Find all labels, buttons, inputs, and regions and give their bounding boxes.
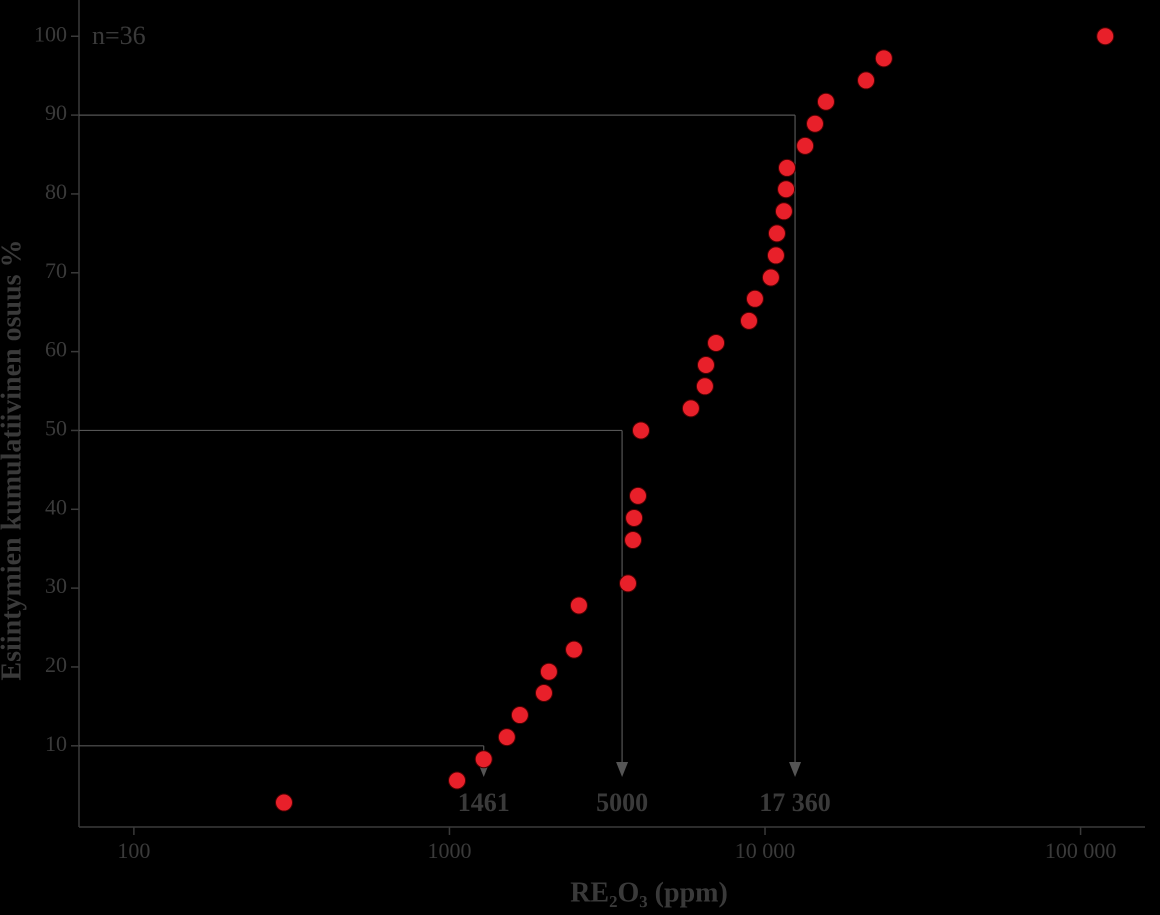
- y-tick-label: 80: [45, 179, 67, 204]
- data-point: [874, 49, 893, 68]
- y-axis-label: Esiintymien kumulatiivinen osuus %: [0, 239, 27, 680]
- data-point: [624, 531, 643, 550]
- y-tick-label: 10: [45, 731, 67, 756]
- data-point: [569, 596, 588, 615]
- data-point: [510, 706, 529, 725]
- data-point: [625, 508, 644, 527]
- data-point: [739, 311, 758, 330]
- reference-label: 1461: [458, 788, 510, 817]
- data-point: [497, 728, 516, 747]
- data-point: [681, 399, 700, 418]
- x-tick-label: 100 000: [1045, 838, 1117, 863]
- data-point: [857, 71, 876, 90]
- x-tick-label: 10 000: [735, 838, 796, 863]
- data-point: [774, 202, 793, 221]
- data-point: [805, 114, 824, 133]
- y-tick-label: 50: [45, 415, 67, 440]
- data-point: [707, 333, 726, 352]
- data-point: [766, 246, 785, 265]
- y-tick-label: 30: [45, 573, 67, 598]
- data-point: [539, 662, 558, 681]
- data-point: [631, 421, 650, 440]
- data-point: [695, 377, 714, 396]
- data-point: [816, 92, 835, 111]
- data-point: [534, 683, 553, 702]
- data-point: [628, 486, 647, 505]
- data-point: [1096, 27, 1115, 46]
- data-point: [745, 289, 764, 308]
- y-tick-label: 90: [45, 100, 67, 125]
- data-point: [761, 268, 780, 287]
- data-point: [777, 180, 796, 199]
- y-tick-label: 100: [34, 21, 67, 46]
- data-point: [796, 136, 815, 155]
- x-axis-label: RE₂O₃ (ppm): [570, 877, 728, 908]
- data-point: [448, 771, 467, 790]
- y-tick-label: 70: [45, 258, 67, 283]
- y-tick-label: 20: [45, 652, 67, 677]
- data-point: [696, 356, 715, 375]
- data-point: [619, 574, 638, 593]
- reference-label: 17 360: [759, 788, 831, 817]
- reference-arrow: [616, 762, 629, 777]
- data-point: [767, 224, 786, 243]
- reference-arrow: [789, 762, 802, 777]
- data-point: [274, 793, 293, 812]
- data-point: [565, 640, 584, 659]
- x-tick-label: 100: [117, 838, 150, 863]
- y-tick-label: 40: [45, 494, 67, 519]
- x-tick-label: 1000: [427, 838, 471, 863]
- y-tick-label: 60: [45, 337, 67, 362]
- data-point: [474, 750, 493, 769]
- data-point: [778, 158, 797, 177]
- sample-count: n=36: [92, 21, 146, 50]
- reference-label: 5000: [596, 788, 648, 817]
